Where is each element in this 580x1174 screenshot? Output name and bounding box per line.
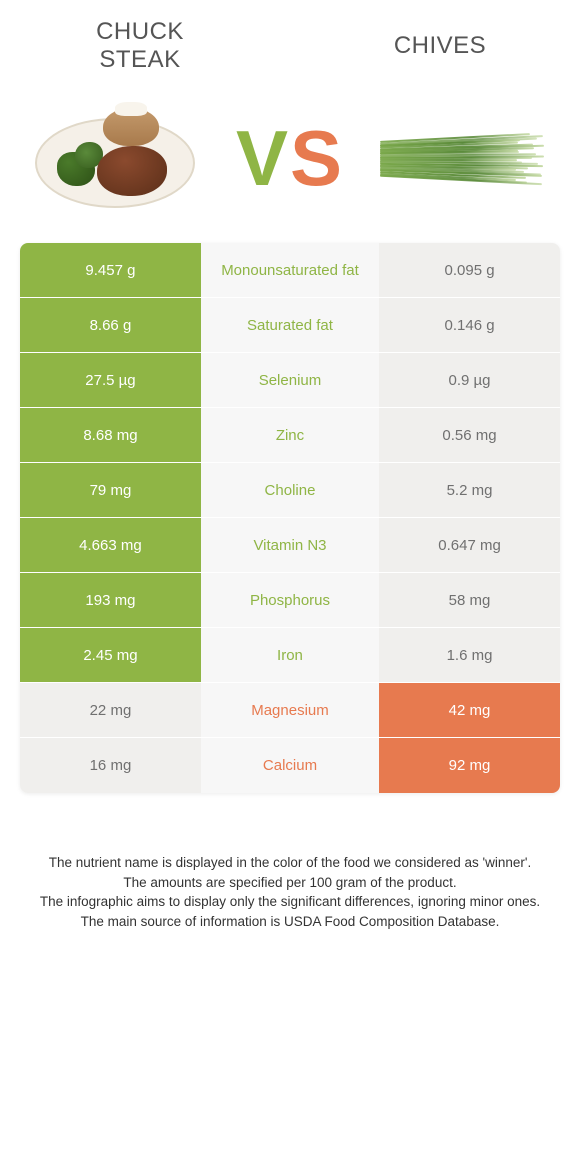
- value-right: 92 mg: [379, 738, 560, 793]
- header: ChuckSteak Chives: [0, 0, 580, 83]
- value-right: 0.647 mg: [379, 518, 560, 572]
- nutrient-label: Zinc: [201, 408, 379, 462]
- food-left-title: ChuckSteak: [40, 18, 240, 73]
- nutrient-label: Iron: [201, 628, 379, 682]
- value-left: 2.45 mg: [20, 628, 201, 682]
- table-row: 8.66 gSaturated fat0.146 g: [20, 298, 560, 353]
- nutrient-label: Calcium: [201, 738, 379, 793]
- table-row: 193 mgPhosphorus58 mg: [20, 573, 560, 628]
- food-right-image: [380, 103, 550, 213]
- footer-line: The nutrient name is displayed in the co…: [30, 853, 550, 873]
- chives-icon: [380, 133, 550, 183]
- vs-s: S: [290, 114, 344, 202]
- value-right: 58 mg: [379, 573, 560, 627]
- table-row: 8.68 mgZinc0.56 mg: [20, 408, 560, 463]
- value-right: 42 mg: [379, 683, 560, 737]
- comparison-table: 9.457 gMonounsaturated fat0.095 g8.66 gS…: [20, 243, 560, 793]
- value-right: 5.2 mg: [379, 463, 560, 517]
- value-left: 193 mg: [20, 573, 201, 627]
- table-row: 9.457 gMonounsaturated fat0.095 g: [20, 243, 560, 298]
- nutrient-label: Vitamin N3: [201, 518, 379, 572]
- nutrient-label: Saturated fat: [201, 298, 379, 352]
- value-right: 0.9 µg: [379, 353, 560, 407]
- table-row: 27.5 µgSelenium0.9 µg: [20, 353, 560, 408]
- nutrient-label: Choline: [201, 463, 379, 517]
- value-left: 27.5 µg: [20, 353, 201, 407]
- footer-notes: The nutrient name is displayed in the co…: [0, 793, 580, 931]
- table-row: 16 mgCalcium92 mg: [20, 738, 560, 793]
- footer-line: The main source of information is USDA F…: [30, 912, 550, 932]
- vs-v: V: [236, 114, 290, 202]
- value-right: 0.146 g: [379, 298, 560, 352]
- value-left: 16 mg: [20, 738, 201, 793]
- table-row: 4.663 mgVitamin N30.647 mg: [20, 518, 560, 573]
- nutrient-label: Selenium: [201, 353, 379, 407]
- nutrient-label: Magnesium: [201, 683, 379, 737]
- value-left: 4.663 mg: [20, 518, 201, 572]
- nutrient-label: Monounsaturated fat: [201, 243, 379, 297]
- value-right: 0.095 g: [379, 243, 560, 297]
- food-right-title: Chives: [340, 18, 540, 73]
- hero-row: VS: [0, 83, 580, 243]
- vs-label: VS: [236, 119, 344, 197]
- table-row: 2.45 mgIron1.6 mg: [20, 628, 560, 683]
- value-left: 9.457 g: [20, 243, 201, 297]
- value-right: 0.56 mg: [379, 408, 560, 462]
- table-row: 22 mgMagnesium42 mg: [20, 683, 560, 738]
- value-left: 79 mg: [20, 463, 201, 517]
- table-row: 79 mgCholine5.2 mg: [20, 463, 560, 518]
- footer-line: The amounts are specified per 100 gram o…: [30, 873, 550, 893]
- nutrient-label: Phosphorus: [201, 573, 379, 627]
- value-left: 22 mg: [20, 683, 201, 737]
- food-left-image: [30, 103, 200, 213]
- value-left: 8.66 g: [20, 298, 201, 352]
- footer-line: The infographic aims to display only the…: [30, 892, 550, 912]
- value-right: 1.6 mg: [379, 628, 560, 682]
- value-left: 8.68 mg: [20, 408, 201, 462]
- steak-plate-icon: [35, 108, 195, 208]
